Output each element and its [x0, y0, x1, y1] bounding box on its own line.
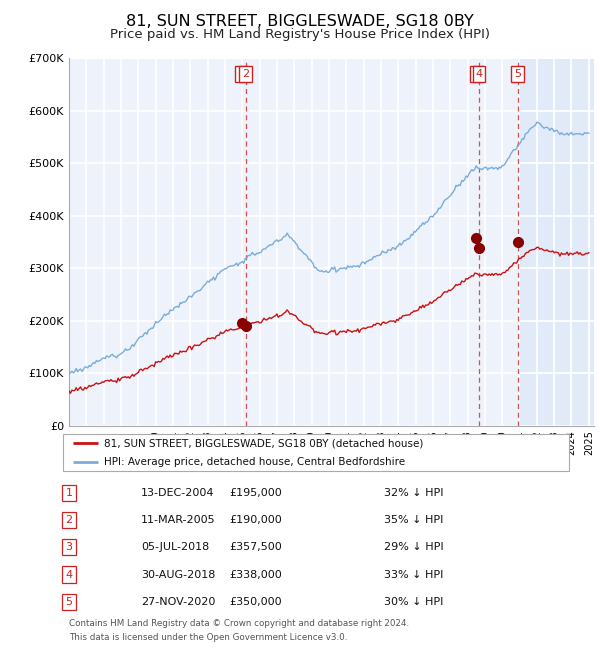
Bar	[520, 58, 594, 426]
Text: 5: 5	[65, 597, 73, 607]
Text: £357,500: £357,500	[229, 542, 282, 552]
Text: 29% ↓ HPI: 29% ↓ HPI	[384, 542, 443, 552]
Text: £190,000: £190,000	[229, 515, 282, 525]
Text: 11-MAR-2005: 11-MAR-2005	[141, 515, 215, 525]
Text: 30-AUG-2018: 30-AUG-2018	[141, 569, 215, 580]
Text: 32% ↓ HPI: 32% ↓ HPI	[384, 488, 443, 498]
Text: 1: 1	[238, 70, 245, 79]
Text: 2: 2	[242, 70, 249, 79]
Text: 4: 4	[65, 569, 73, 580]
Text: This data is licensed under the Open Government Licence v3.0.: This data is licensed under the Open Gov…	[69, 633, 347, 642]
Text: 5: 5	[514, 70, 521, 79]
Text: Price paid vs. HM Land Registry's House Price Index (HPI): Price paid vs. HM Land Registry's House …	[110, 28, 490, 41]
Text: £350,000: £350,000	[229, 597, 282, 607]
Text: 33% ↓ HPI: 33% ↓ HPI	[384, 569, 443, 580]
Text: Contains HM Land Registry data © Crown copyright and database right 2024.: Contains HM Land Registry data © Crown c…	[69, 619, 409, 628]
Text: 30% ↓ HPI: 30% ↓ HPI	[384, 597, 443, 607]
Text: 1: 1	[65, 488, 73, 498]
Text: 81, SUN STREET, BIGGLESWADE, SG18 0BY (detached house): 81, SUN STREET, BIGGLESWADE, SG18 0BY (d…	[104, 438, 423, 448]
Text: HPI: Average price, detached house, Central Bedfordshire: HPI: Average price, detached house, Cent…	[104, 457, 405, 467]
Text: 35% ↓ HPI: 35% ↓ HPI	[384, 515, 443, 525]
Text: £338,000: £338,000	[229, 569, 282, 580]
Text: 13-DEC-2004: 13-DEC-2004	[141, 488, 215, 498]
Text: 3: 3	[65, 542, 73, 552]
Text: 4: 4	[475, 70, 482, 79]
Text: 05-JUL-2018: 05-JUL-2018	[141, 542, 209, 552]
Text: 27-NOV-2020: 27-NOV-2020	[141, 597, 215, 607]
Text: £195,000: £195,000	[229, 488, 282, 498]
FancyBboxPatch shape	[62, 434, 569, 471]
Text: 2: 2	[65, 515, 73, 525]
Text: 3: 3	[473, 70, 480, 79]
Text: 81, SUN STREET, BIGGLESWADE, SG18 0BY: 81, SUN STREET, BIGGLESWADE, SG18 0BY	[126, 14, 474, 29]
